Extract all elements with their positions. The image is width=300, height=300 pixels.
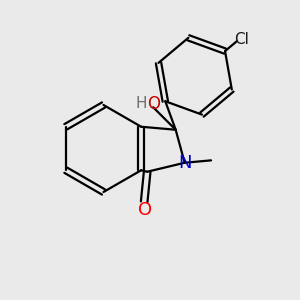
Text: O: O — [138, 201, 152, 219]
Text: Cl: Cl — [234, 32, 249, 47]
Text: H: H — [135, 96, 147, 111]
Text: N: N — [178, 154, 192, 172]
Text: O: O — [147, 95, 160, 112]
